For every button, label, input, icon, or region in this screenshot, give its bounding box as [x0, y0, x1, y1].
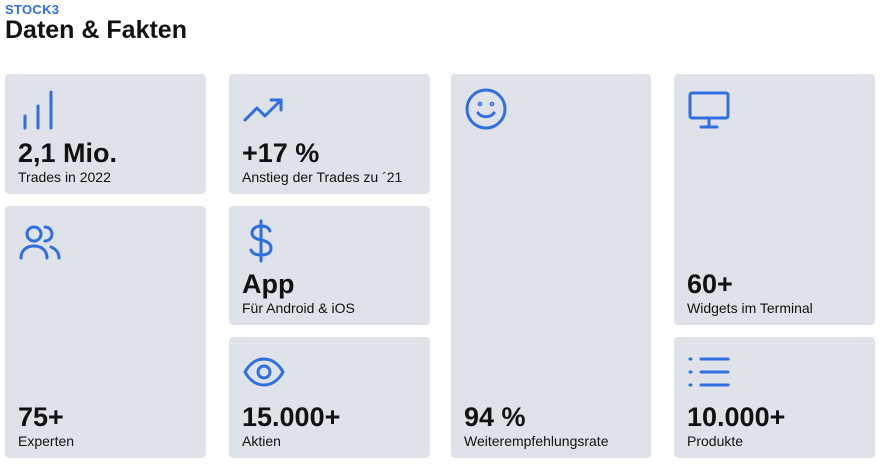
card-value: App — [242, 269, 295, 299]
card: App Für Android & iOS — [229, 206, 430, 325]
card: +17 % Anstieg der Trades zu ´21 — [229, 74, 430, 194]
card-value: 75+ — [18, 402, 64, 432]
title: Daten & Fakten — [5, 16, 187, 44]
card-value: +17 % — [242, 138, 320, 168]
card-value: 2,1 Mio. — [18, 138, 118, 168]
card: 15.000+ Aktien — [229, 337, 430, 458]
card-label: Experten — [18, 433, 75, 449]
icon-dollar — [249, 219, 273, 263]
icon-bars — [23, 90, 53, 130]
card-label: Aktien — [242, 433, 281, 449]
card-value: 10.000+ — [687, 402, 786, 432]
card: 2,1 Mio. Trades in 2022 — [5, 74, 206, 194]
icon-monitor — [688, 91, 730, 129]
icon-trend — [243, 98, 283, 122]
card-label: Weiterempfehlungsrate — [464, 433, 609, 449]
card: 94 % Weiterempfehlungsrate — [451, 74, 651, 458]
card: 10.000+ Produkte — [674, 337, 875, 458]
card: 75+ Experten — [5, 206, 206, 458]
card-label: Für Android & iOS — [242, 300, 355, 316]
icon-eye — [243, 357, 285, 387]
card-value: 60+ — [687, 269, 733, 299]
eyebrow: STOCK3 — [5, 2, 60, 17]
card-label: Trades in 2022 — [18, 169, 111, 185]
card-value: 94 % — [464, 402, 526, 432]
card-value: 15.000+ — [242, 402, 341, 432]
icon-list — [688, 357, 730, 387]
card: 60+ Widgets im Terminal — [674, 74, 875, 325]
card-label: Widgets im Terminal — [687, 300, 813, 316]
card-label: Produkte — [687, 433, 744, 449]
card-label: Anstieg der Trades zu ´21 — [242, 169, 403, 185]
icon-users — [19, 225, 61, 260]
icon-smile — [465, 88, 507, 130]
